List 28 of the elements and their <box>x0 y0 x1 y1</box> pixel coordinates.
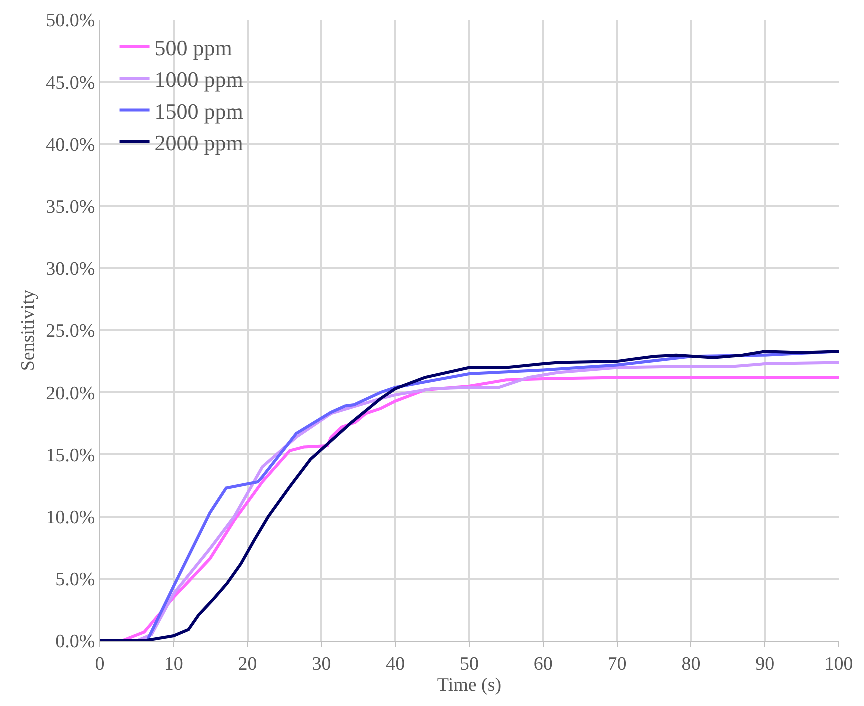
legend-label: 500 ppm <box>154 36 232 61</box>
x-tick-label: 90 <box>756 654 775 675</box>
y-tick-label: 10.0% <box>46 507 96 528</box>
legend-label: 1500 ppm <box>154 98 244 124</box>
y-tick-label: 45.0% <box>46 72 96 94</box>
x-tick-label: 40 <box>386 654 406 675</box>
x-tick-label: 0 <box>95 654 105 675</box>
legend-label: 1000 ppm <box>154 67 244 92</box>
x-tick-label: 60 <box>534 654 553 675</box>
x-tick-label: 10 <box>164 654 184 675</box>
x-tick-label: 100 <box>824 654 854 675</box>
y-tick-label: 5.0% <box>56 570 96 591</box>
y-tick-label: 0.0% <box>56 632 96 653</box>
y-tick-label: 35.0% <box>46 196 96 218</box>
x-tick-label: 30 <box>312 654 332 675</box>
y-tick-label: 30.0% <box>46 259 96 280</box>
y-tick-label: 25.0% <box>46 321 96 342</box>
y-tick-label: 40.0% <box>46 134 96 156</box>
legend-label: 2000 ppm <box>154 130 244 156</box>
x-tick-label: 50 <box>460 654 479 675</box>
x-tick-label: 20 <box>238 654 258 675</box>
y-tick-label: 15.0% <box>46 445 96 466</box>
y-tick-label: 20.0% <box>46 383 96 404</box>
x-tick-label: 70 <box>608 654 627 675</box>
y-tick-label: 50.0% <box>46 10 96 32</box>
x-axis-title: Time (s) <box>437 674 502 696</box>
x-tick-label: 80 <box>682 654 701 675</box>
y-axis-title: Sensitivity <box>18 289 39 372</box>
